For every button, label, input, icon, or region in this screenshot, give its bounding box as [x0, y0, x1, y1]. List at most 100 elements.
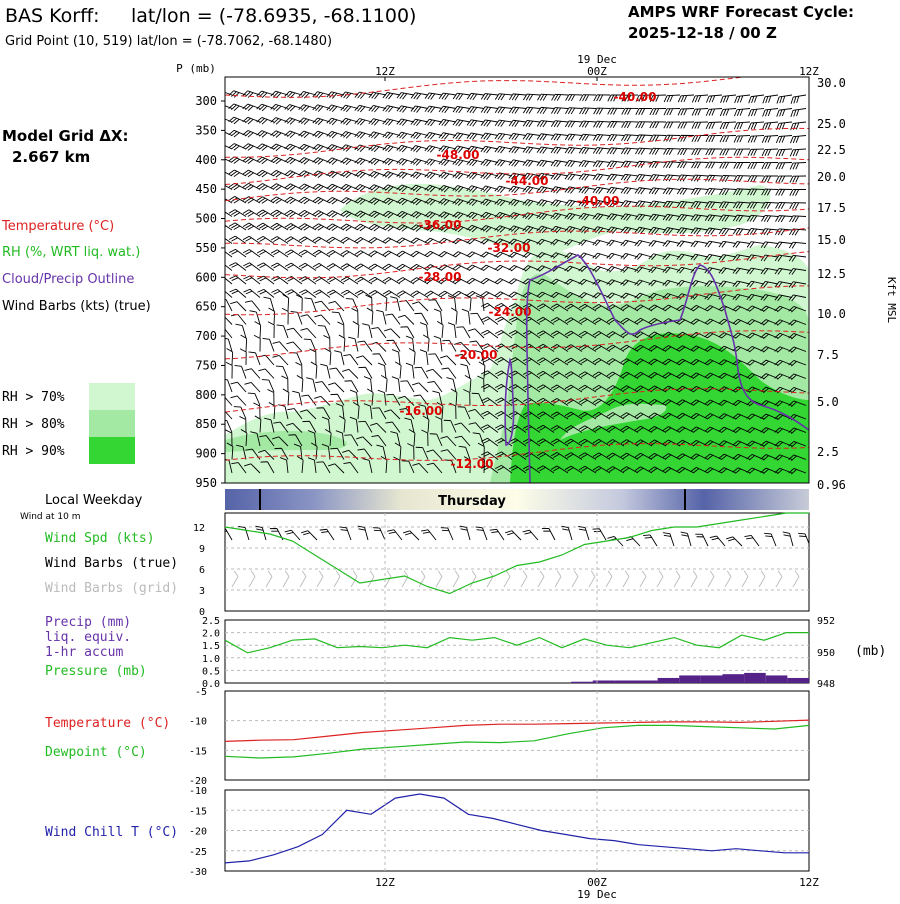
- temperature-contour: [225, 178, 809, 202]
- wind-barb: [466, 198, 485, 206]
- wind-barb: [298, 196, 317, 205]
- wind-barb: [704, 453, 723, 460]
- wind-barb: [550, 120, 569, 128]
- wind-barb: [441, 367, 457, 379]
- wind-barb: [620, 304, 639, 312]
- wind-barb: [673, 570, 681, 588]
- wind-barb: [719, 135, 737, 143]
- wind-barb: [408, 347, 416, 366]
- wind-barb: [662, 466, 681, 474]
- wind-barb: [296, 455, 304, 474]
- wind-barb: [284, 130, 303, 138]
- wind-barb: [396, 105, 415, 113]
- wind-barb: [775, 135, 793, 144]
- wind-barb: [634, 160, 653, 168]
- wind-barb: [550, 425, 569, 433]
- wind-barb: [508, 330, 527, 339]
- wind-barb: [761, 201, 779, 209]
- wind-barb: [452, 570, 460, 588]
- wind-barb: [522, 159, 541, 167]
- wind-barb: [648, 399, 667, 406]
- wind-barb: [225, 145, 233, 150]
- precip-bar: [657, 677, 680, 683]
- wind-barb: [704, 426, 723, 433]
- rh-90-notch: [560, 403, 667, 440]
- wind-barb: [242, 222, 261, 231]
- wind-barb: [244, 463, 261, 474]
- wind-barb: [225, 251, 233, 258]
- wind-barb: [452, 92, 471, 101]
- wind-barb: [704, 318, 723, 325]
- wind-barb: [764, 532, 777, 547]
- wind-barb: [225, 131, 233, 136]
- precip-y-ticks: 0.0 0.51.0 1.52.0 2.5 948 950 952: [202, 616, 835, 690]
- wind-barb: [391, 349, 401, 366]
- wind-barb: [410, 237, 429, 244]
- wind-barb: [508, 106, 527, 114]
- wind-barb: [578, 411, 597, 420]
- wind-barb: [718, 332, 737, 339]
- wind-barb: [433, 335, 443, 352]
- wind-barb: [231, 570, 239, 588]
- wind-barb: [790, 94, 807, 104]
- y-tick-label: 1.5: [202, 641, 220, 652]
- wind-barb: [326, 157, 345, 165]
- wind-barb: [707, 570, 715, 588]
- wind-barb: [605, 570, 613, 588]
- wind-barb: [468, 422, 485, 433]
- wind-barb: [243, 288, 261, 298]
- wind-barb: [536, 370, 555, 379]
- wind-barb: [319, 528, 335, 541]
- wind-barb: [225, 528, 233, 541]
- wind-barb: [254, 321, 262, 339]
- wind-barb: [495, 411, 513, 420]
- wind-barb: [718, 426, 737, 434]
- wind-barb: [236, 444, 247, 460]
- pressure-line: [224, 631, 809, 654]
- wind-barb: [690, 253, 709, 261]
- wind-barb: [718, 453, 737, 461]
- wind-barb: [354, 250, 373, 258]
- wind-barb: [593, 107, 611, 115]
- wind-barb: [705, 135, 723, 143]
- wind-barb: [788, 359, 807, 367]
- wind-barb: [648, 358, 667, 366]
- wind-barb: [256, 143, 275, 151]
- wind-barb: [450, 388, 458, 406]
- temperature-contour: [225, 205, 809, 224]
- wind-barb: [578, 465, 597, 474]
- wind-barb: [724, 570, 732, 588]
- wind-barb: [550, 452, 569, 460]
- wind-barb: [564, 425, 583, 433]
- wind-barb: [466, 158, 485, 167]
- wind-barb: [508, 316, 527, 325]
- wind-barb: [732, 201, 751, 209]
- wind-barb: [480, 291, 499, 298]
- cycle-title: AMPS WRF Forecast Cycle:: [628, 3, 854, 21]
- wind-barb: [328, 382, 345, 393]
- wind-barb: [396, 224, 415, 232]
- grid-point-label: Grid Point (10, 519) lat/lon = (-78.7062…: [5, 34, 332, 49]
- wind-barb: [648, 187, 667, 195]
- wind-barb: [733, 188, 751, 196]
- wind-barb: [459, 525, 471, 541]
- wind-barb: [760, 267, 779, 275]
- wind-barb: [316, 570, 324, 588]
- wind-barb: [541, 528, 556, 541]
- wind-barb: [550, 173, 569, 181]
- rh-90-swatch: [89, 437, 135, 464]
- wind-barb: [648, 266, 667, 274]
- wind-barb: [338, 415, 346, 433]
- wind-barb: [452, 158, 471, 167]
- wind-barb: [354, 91, 373, 100]
- wind-barb: [536, 424, 555, 433]
- precip-bar: [679, 675, 701, 683]
- wind-barb: [293, 443, 303, 460]
- wind-barb: [256, 209, 275, 217]
- wind-barb: [424, 184, 443, 193]
- wind-barb: [561, 525, 573, 541]
- wind-barb: [620, 452, 639, 460]
- wind-barb: [592, 330, 611, 339]
- wind-barb: [229, 288, 247, 298]
- wind-barb: [267, 389, 275, 406]
